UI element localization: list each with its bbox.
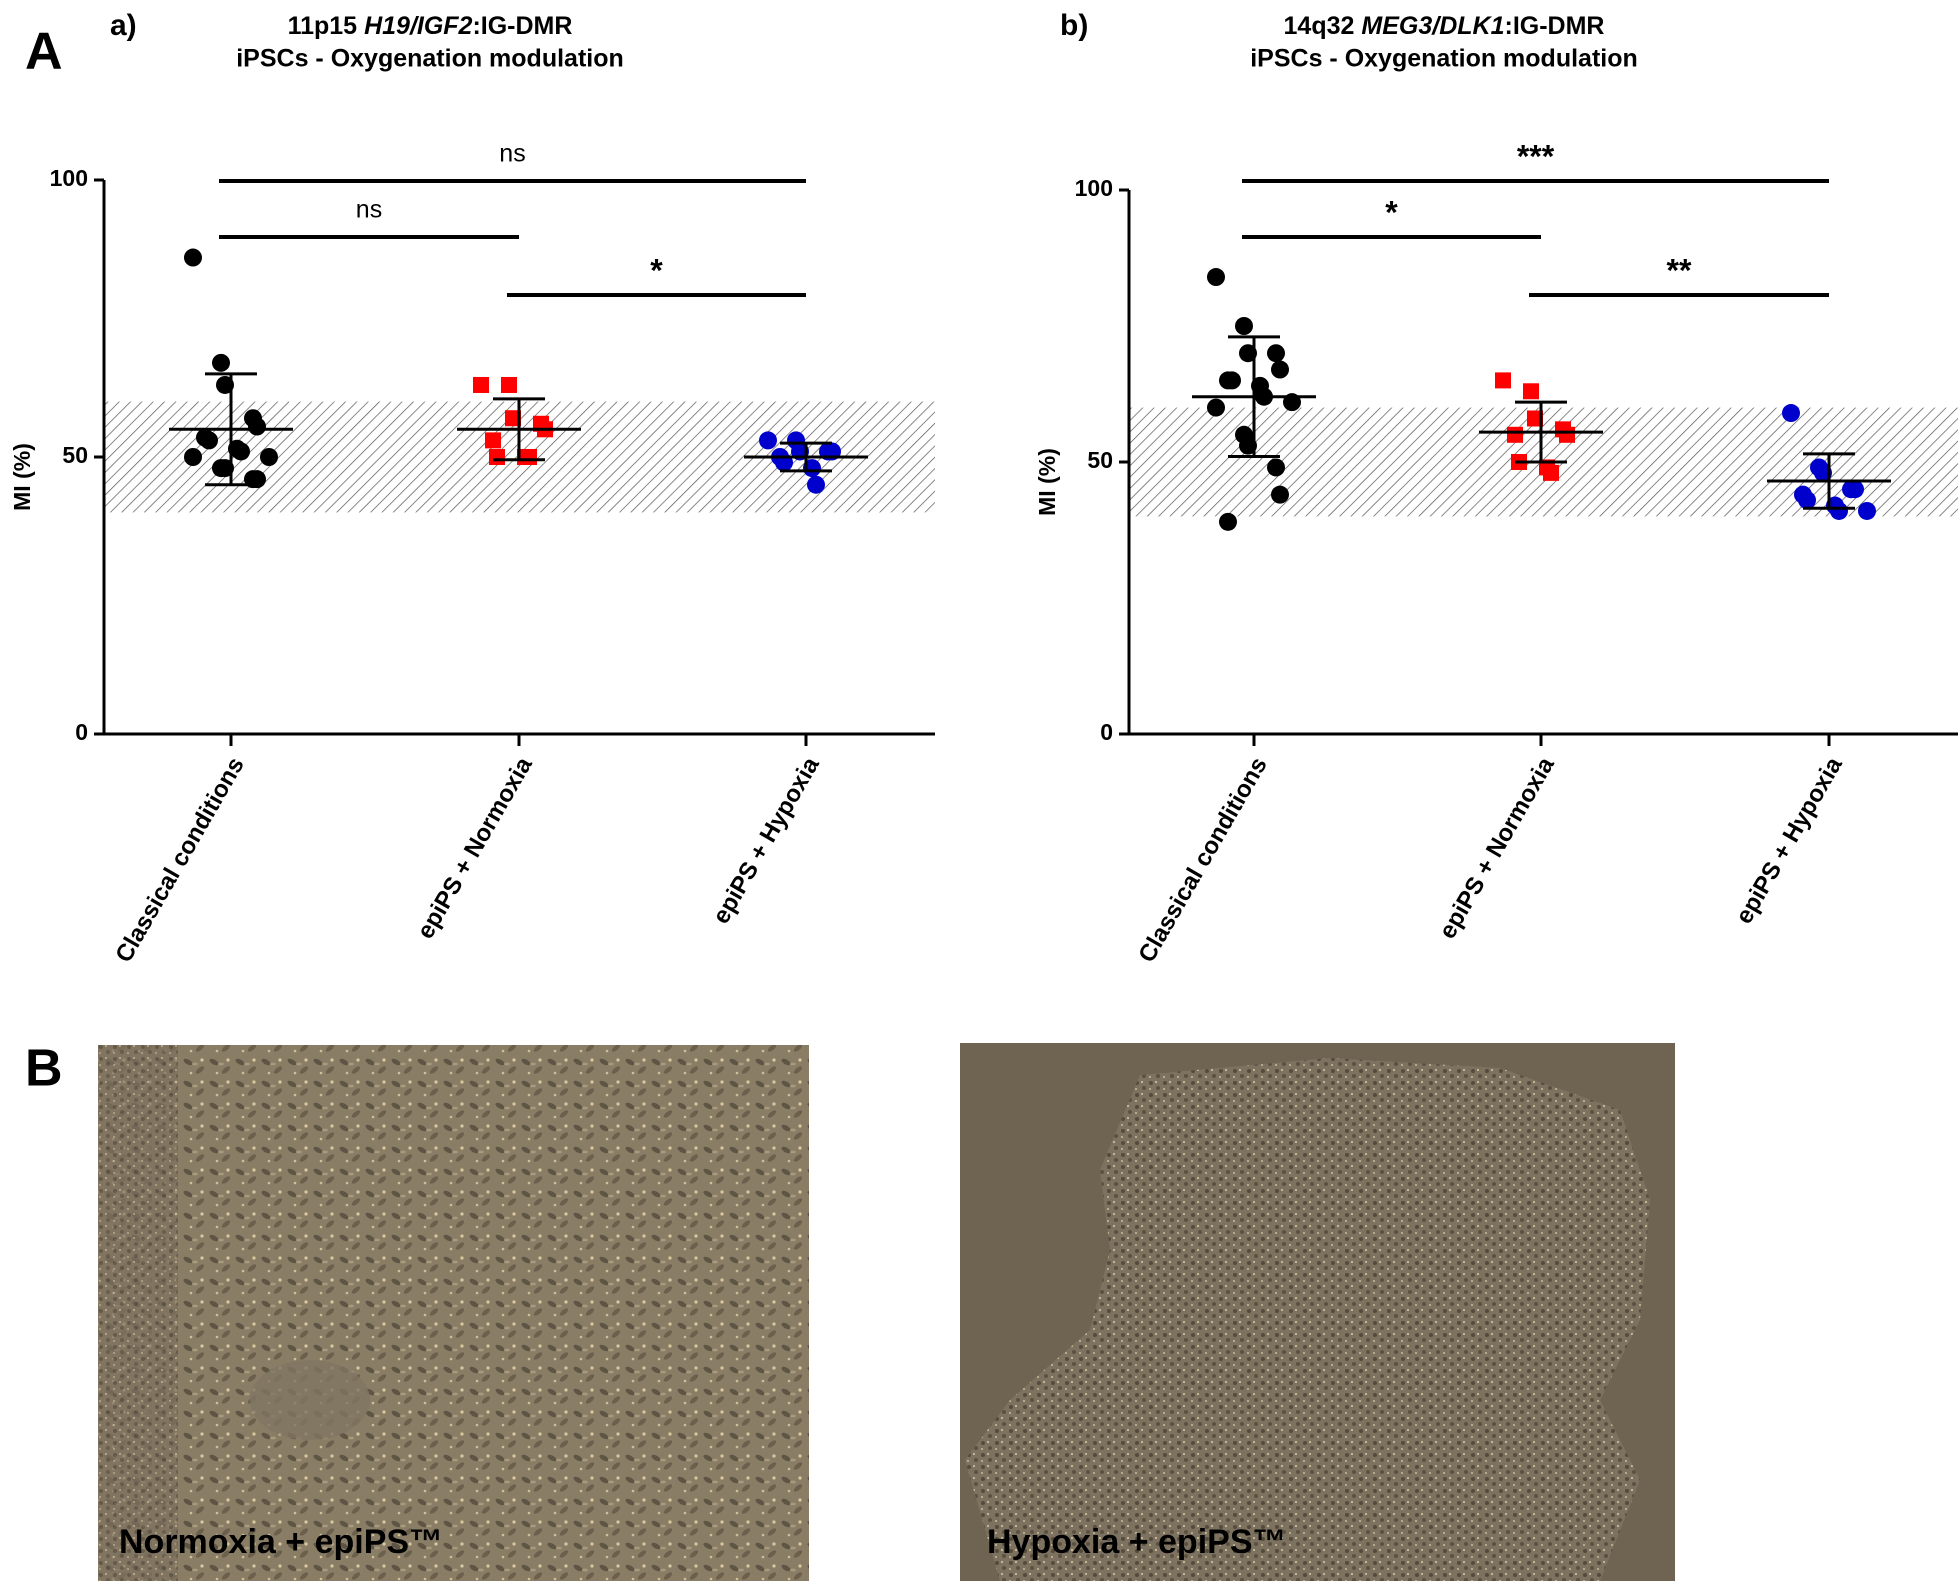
image-caption: Normoxia + epiPS™ [119, 1523, 443, 1561]
significance-label: * [1385, 194, 1398, 230]
y-tick-label: 50 [62, 442, 88, 468]
chart-title: 11p15 H19/IGF2:IG-DMR [288, 12, 573, 40]
data-point [1559, 426, 1575, 443]
data-point [212, 353, 230, 372]
data-point [232, 442, 250, 461]
data-point [1830, 501, 1848, 520]
data-point [485, 432, 501, 449]
data-point [505, 410, 521, 427]
data-point [1543, 464, 1559, 481]
y-axis-label: MI (%) [1034, 448, 1060, 516]
x-tick-label: epiPS + Normoxia [1434, 752, 1560, 943]
data-point [1527, 410, 1543, 427]
data-point [759, 431, 777, 450]
data-point [1219, 512, 1237, 531]
data-point [1846, 480, 1864, 499]
data-point [489, 449, 505, 465]
micrographs: Normoxia + epiPS™ Hypoxia + epiPS™ [98, 1043, 1675, 1581]
y-tick-label: 0 [75, 719, 88, 745]
data-point [1507, 426, 1523, 443]
x-tick-label: epiPS + Normoxia [412, 752, 538, 943]
y-axis-label: MI (%) [9, 443, 35, 511]
x-tick-label: Classical conditions [1133, 753, 1272, 967]
data-point [1267, 458, 1285, 477]
x-tick-label: Classical conditions [110, 753, 249, 967]
chart-title: 14q32 MEG3/DLK1:IG-DMR [1284, 12, 1605, 40]
data-point [807, 475, 825, 494]
figure-label: B [25, 1040, 63, 1098]
panel-label: a) [110, 9, 137, 42]
figure-label: A [25, 23, 63, 81]
x-tick-label: epiPS + Hypoxia [708, 752, 825, 928]
micrograph-region [250, 1360, 370, 1440]
data-point [1235, 317, 1253, 335]
data-point [1858, 501, 1876, 520]
micrograph-normoxia [98, 1045, 809, 1581]
data-point [1495, 372, 1511, 389]
title-part: MEG3/DLK1 [1361, 12, 1504, 40]
y-tick-label: 0 [1100, 719, 1113, 745]
y-tick-label: 100 [1075, 175, 1113, 201]
data-point [521, 449, 537, 465]
data-point [1798, 491, 1816, 510]
image-caption: Hypoxia + epiPS™ [987, 1523, 1287, 1561]
y-tick-label: 50 [1087, 447, 1113, 473]
micrograph-colony [965, 1058, 1650, 1581]
data-point [1523, 383, 1539, 400]
title-part: :IG-DMR [472, 12, 572, 40]
data-point [200, 431, 218, 450]
micrograph-region [98, 1045, 178, 1581]
x-tick-label: epiPS + Hypoxia [1731, 752, 1848, 928]
data-point [184, 248, 202, 267]
data-point [473, 376, 489, 393]
data-point [248, 417, 266, 436]
data-point [1782, 404, 1800, 423]
title-part: :IG-DMR [1505, 12, 1605, 40]
data-point [1271, 485, 1289, 504]
significance-label: ** [1667, 252, 1692, 288]
data-point [184, 448, 202, 466]
data-point [501, 376, 517, 393]
data-point [1207, 268, 1225, 287]
data-point [260, 448, 278, 466]
y-tick-label: 100 [50, 165, 88, 191]
significance-label: ns [499, 140, 525, 168]
chart-subtitle: iPSCs - Oxygenation modulation [1250, 45, 1638, 73]
data-point [1267, 344, 1285, 363]
data-point [1223, 371, 1241, 390]
significance-label: ns [356, 196, 382, 224]
significance-label: *** [1517, 138, 1555, 174]
chart-subtitle: iPSCs - Oxygenation modulation [236, 45, 624, 73]
title-part: H19/IGF2 [364, 12, 472, 40]
significance-label: * [650, 252, 663, 288]
title-part: 11p15 [288, 12, 358, 40]
data-point [1271, 360, 1289, 379]
title-part: 14q32 [1284, 12, 1355, 40]
data-point [1207, 398, 1225, 417]
panel-label: b) [1060, 9, 1088, 42]
